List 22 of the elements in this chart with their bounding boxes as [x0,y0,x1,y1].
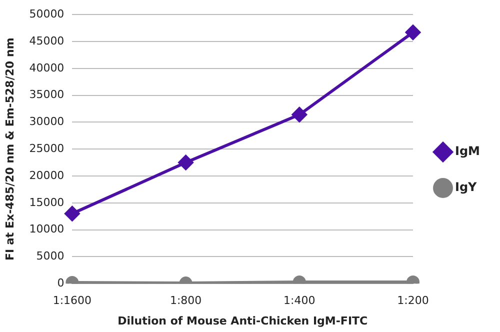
y-tick-label: 0 [57,276,64,290]
y-tick-label: 50000 [29,7,64,20]
point [292,107,307,122]
legend-label: IgY [455,180,478,194]
y-tick-label: 40000 [29,61,64,74]
x-tick-label: 1:400 [284,294,316,308]
x-tick-label: 1:800 [170,294,202,308]
y-axis-title: FI at Ex-485/20 nm & Em-528/20 nm [3,38,16,260]
y-tick-label: 10000 [29,222,64,236]
y-tick-label: 15000 [29,196,64,209]
y-tick-label: 25000 [29,142,64,155]
y-tick-label: 5000 [36,250,64,263]
x-axis-title: Dilution of Mouse Anti-Chicken IgM-FITC [118,314,368,328]
y-tick-label: 30000 [29,115,64,128]
x-tick-label: 1:1600 [52,294,92,308]
point [178,155,194,170]
y-tick-label: 45000 [29,34,64,48]
y-tick-label: 20000 [29,168,64,182]
legend-label: IgM [455,144,480,158]
point [406,24,421,40]
x-tick-label: 1:200 [397,294,429,308]
y-tick-label: 35000 [29,88,64,102]
